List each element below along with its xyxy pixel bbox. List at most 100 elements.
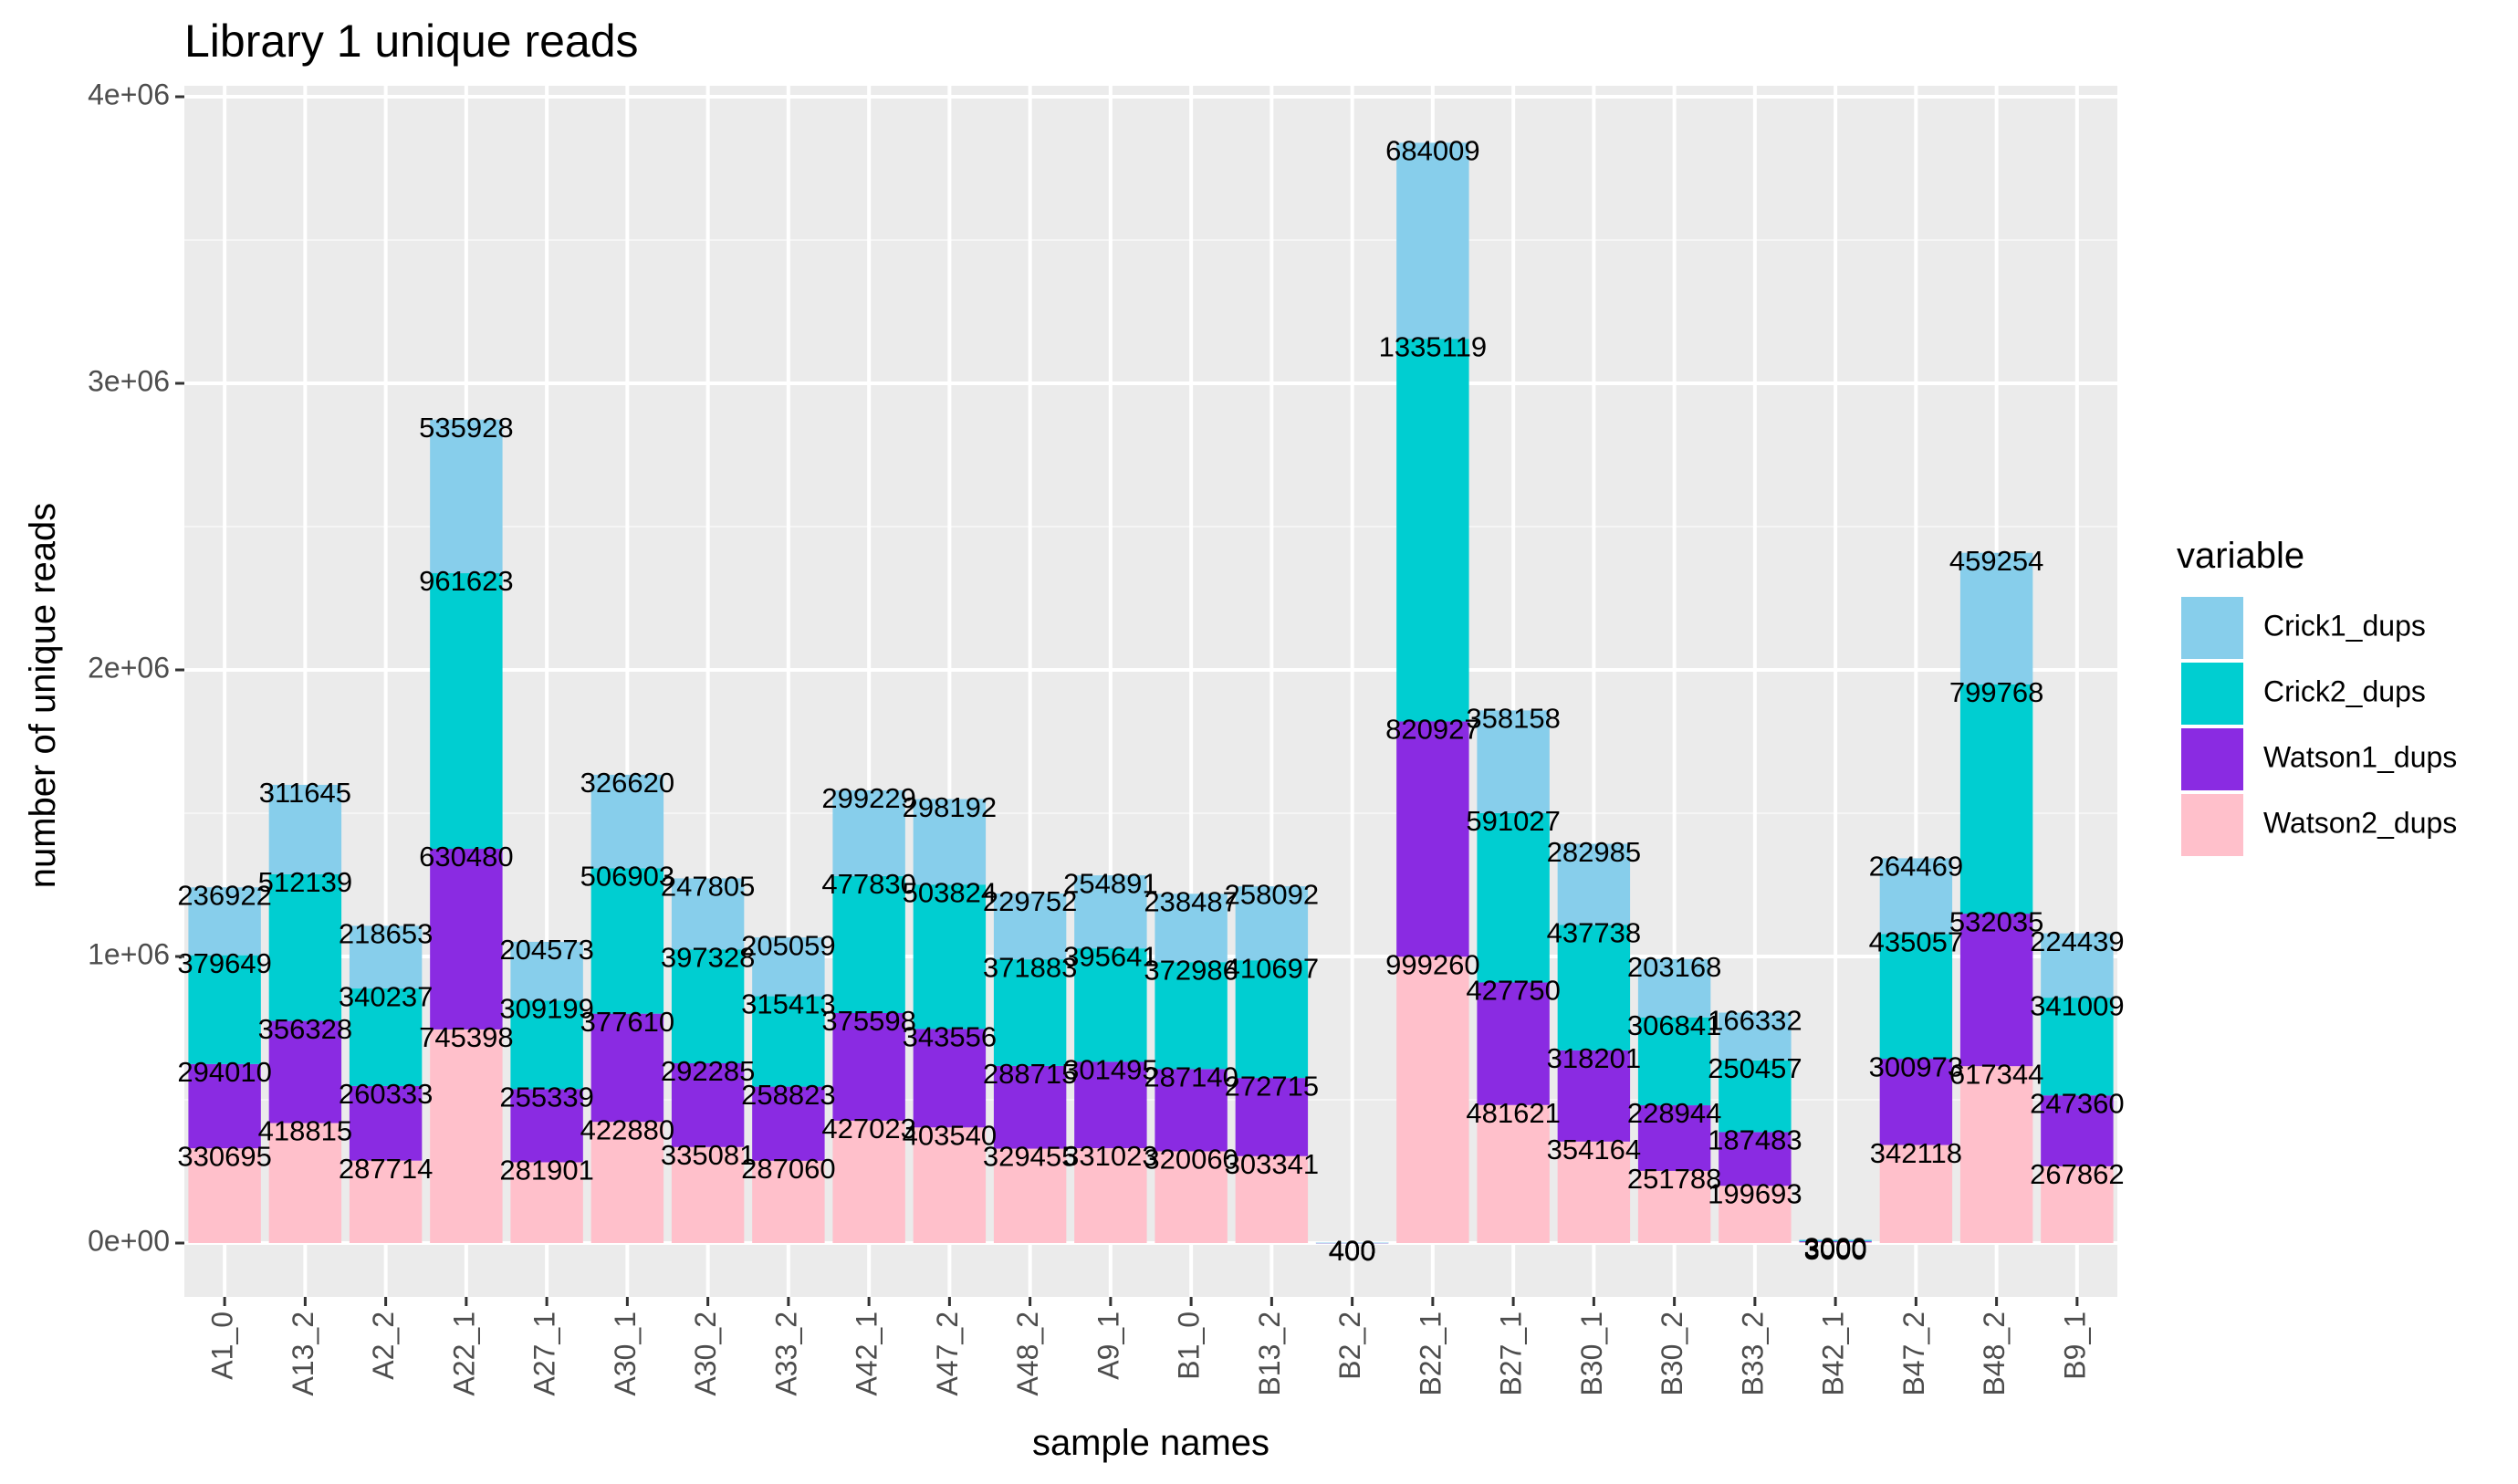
bar-value-label: 250457 xyxy=(1708,1052,1802,1084)
legend-label: Watson2_dups xyxy=(2263,806,2457,839)
bar-segment xyxy=(913,1029,987,1128)
chart-title: Library 1 unique reads xyxy=(184,16,639,67)
x-tick-label: A2_2 xyxy=(367,1312,400,1380)
x-tick-label: A30_1 xyxy=(609,1312,642,1396)
bar-segment xyxy=(349,925,423,989)
bar-segment xyxy=(752,1086,825,1161)
bar-value-label: 745398 xyxy=(419,1021,513,1053)
bar-segment xyxy=(510,1089,583,1163)
bar-segment xyxy=(590,1122,664,1243)
plot-panel xyxy=(184,86,2117,1297)
bar-segment xyxy=(1155,962,1228,1070)
bar-value-label: 300973 xyxy=(1869,1050,1963,1082)
bar-value-label: 205059 xyxy=(741,929,835,961)
bar-value-label: 427023 xyxy=(821,1113,915,1144)
bar-segment xyxy=(1799,1240,1872,1242)
bar-segment xyxy=(832,789,905,876)
bar-value-label: 503824 xyxy=(903,876,997,908)
bar-segment xyxy=(1235,886,1309,961)
bar-value-label: 258092 xyxy=(1225,878,1319,910)
x-tick-label: B48_2 xyxy=(1978,1312,2011,1396)
bar-segment xyxy=(752,1160,825,1243)
bar-segment xyxy=(268,1020,342,1123)
bar-value-label: 422880 xyxy=(580,1113,674,1145)
bar-value-label: 282985 xyxy=(1547,836,1641,868)
bar-segment xyxy=(188,1148,261,1243)
bar-segment xyxy=(1477,982,1550,1105)
bar-value-label: 1335119 xyxy=(1379,330,1487,362)
bar-value-label: 999260 xyxy=(1385,948,1479,980)
y-axis: 0e+00 1e+06 2e+06 3e+06 4e+06 xyxy=(88,78,184,1257)
bar-value-label: 3000 xyxy=(1804,1233,1867,1265)
x-tick-label: A27_1 xyxy=(528,1312,561,1396)
bar-value-label: 358158 xyxy=(1466,703,1560,735)
x-tick-label: B22_1 xyxy=(1414,1312,1447,1396)
bar-segment xyxy=(2041,933,2114,998)
bar-value-label: 481621 xyxy=(1466,1097,1560,1129)
bar-value-label: 287140 xyxy=(1144,1061,1238,1093)
bar-value-label: 437738 xyxy=(1547,917,1641,949)
x-tick-label: A22_1 xyxy=(447,1312,480,1396)
bar-segment xyxy=(993,1148,1067,1243)
bar-segment xyxy=(430,419,503,574)
bar-value-label: 224439 xyxy=(2030,925,2124,957)
bar-segment xyxy=(1879,1059,1953,1145)
bar-value-label: 298192 xyxy=(903,791,997,823)
bar-segment xyxy=(832,1012,905,1121)
bar-segment xyxy=(1155,1151,1228,1243)
bar-value-label: 591027 xyxy=(1466,805,1560,837)
bar-segment xyxy=(1074,948,1147,1062)
bar-segment xyxy=(1477,1104,1550,1243)
bar-segment xyxy=(1396,721,1469,957)
bar-segment xyxy=(1235,1155,1309,1243)
bar-value-label: 343556 xyxy=(903,1021,997,1053)
bar-segment xyxy=(349,1160,423,1243)
bar-segment xyxy=(1637,958,1711,1018)
legend-label: Crick1_dups xyxy=(2263,609,2426,642)
bar-segment xyxy=(1396,339,1469,722)
bar-value-label: 318201 xyxy=(1547,1042,1641,1074)
bar-value-label: 371883 xyxy=(983,951,1077,983)
bar-value-label: 303341 xyxy=(1225,1148,1319,1180)
bar-segment xyxy=(510,941,583,1001)
bar-value-label: 379649 xyxy=(177,947,271,979)
bar-segment xyxy=(1557,843,1631,925)
y-tick-label: 1e+06 xyxy=(88,937,170,970)
bar-segment xyxy=(268,1123,342,1243)
bar-segment xyxy=(1074,1061,1147,1149)
y-tick-label: 4e+06 xyxy=(88,78,170,110)
bar-segment xyxy=(752,937,825,997)
bar-value-label: 342118 xyxy=(1870,1137,1962,1169)
bar-segment xyxy=(1396,956,1469,1243)
bar-segment xyxy=(752,996,825,1087)
bar-value-label: 395641 xyxy=(1063,940,1157,972)
bar-segment xyxy=(510,1000,583,1090)
bar-value-label: 341009 xyxy=(2030,989,2124,1021)
legend-swatch xyxy=(2181,728,2243,790)
bar-segment xyxy=(349,988,423,1086)
x-axis-title: sample names xyxy=(1032,1423,1269,1463)
x-tick-label: B1_0 xyxy=(1173,1312,1206,1380)
bar-segment xyxy=(430,573,503,849)
bar-value-label: 400 xyxy=(1329,1235,1376,1267)
bar-value-label: 199693 xyxy=(1708,1177,1802,1209)
bar-value-label: 630480 xyxy=(419,841,513,873)
bar-segment xyxy=(510,1162,583,1243)
bar-segment xyxy=(268,784,342,874)
bar-segment xyxy=(1799,1241,1872,1243)
bar-value-label: 506903 xyxy=(580,861,674,893)
bar-value-label: 238487 xyxy=(1144,886,1238,918)
bar-value-label: 532035 xyxy=(1949,905,2043,937)
bar-segment xyxy=(2041,998,2114,1096)
bar-value-label: 400 xyxy=(1329,1235,1376,1267)
bar-value-label: 427750 xyxy=(1466,975,1560,1007)
bar-value-label: 258823 xyxy=(741,1079,835,1111)
bar-segment xyxy=(1959,1066,2033,1243)
bar-value-label: 254891 xyxy=(1063,867,1157,899)
bar-value-label: 326620 xyxy=(580,767,674,799)
bar-value-label: 247805 xyxy=(661,871,755,903)
bar-value-label: 400 xyxy=(1329,1235,1376,1267)
bar-segment xyxy=(590,774,664,869)
bar-segment xyxy=(1396,142,1469,340)
